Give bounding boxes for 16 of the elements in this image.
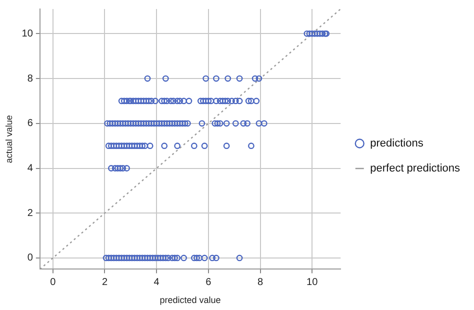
y-axis-title: actual value xyxy=(4,115,14,164)
x-tick-label: 6 xyxy=(206,276,212,288)
y-tick-label: 4 xyxy=(27,163,34,174)
x-tick-label: 8 xyxy=(257,276,264,288)
legend-label: perfect predictions xyxy=(370,162,460,175)
x-tick-label: 0 xyxy=(50,276,56,288)
x-axis-title: predicted value xyxy=(160,295,221,306)
y-tick-label: 2 xyxy=(27,208,34,219)
legend-label: predictions xyxy=(370,138,424,150)
x-tick-label: 10 xyxy=(306,276,318,288)
x-tick-label: 2 xyxy=(102,276,108,288)
y-tick-label: 10 xyxy=(22,28,34,40)
y-tick-label: 0 xyxy=(27,252,34,264)
x-tick-label: 4 xyxy=(154,276,160,288)
y-tick-label: 8 xyxy=(27,73,34,84)
y-tick-label: 6 xyxy=(27,118,34,130)
